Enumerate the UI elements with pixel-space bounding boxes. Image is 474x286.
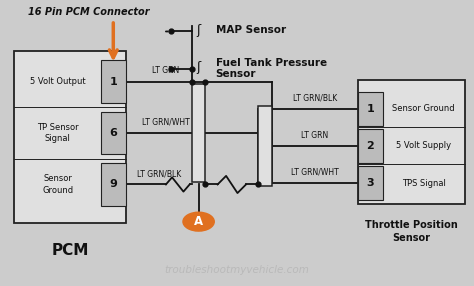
Text: TPS Signal: TPS Signal xyxy=(401,178,446,188)
Text: 9: 9 xyxy=(109,180,117,189)
FancyBboxPatch shape xyxy=(358,166,383,200)
FancyBboxPatch shape xyxy=(358,80,465,204)
Text: 1: 1 xyxy=(109,77,117,86)
Text: LT GRN/WHT: LT GRN/WHT xyxy=(291,168,338,177)
Text: PCM: PCM xyxy=(51,243,89,258)
Text: Fuel Tank Pressure
Sensor: Fuel Tank Pressure Sensor xyxy=(216,58,327,80)
Text: troubleshootmyvehicle.com: troubleshootmyvehicle.com xyxy=(164,265,310,275)
FancyBboxPatch shape xyxy=(192,84,205,182)
Text: TP Sensor
Signal: TP Sensor Signal xyxy=(37,123,78,143)
FancyBboxPatch shape xyxy=(358,129,383,163)
Text: Throttle Position
Sensor: Throttle Position Sensor xyxy=(365,220,457,243)
Text: 2: 2 xyxy=(366,141,374,151)
FancyBboxPatch shape xyxy=(101,163,126,206)
FancyBboxPatch shape xyxy=(101,112,126,154)
Text: LT GRN/BLK: LT GRN/BLK xyxy=(292,94,337,102)
Text: 3: 3 xyxy=(366,178,374,188)
Circle shape xyxy=(183,212,214,231)
Text: LT GRN/BLK: LT GRN/BLK xyxy=(137,169,181,178)
Text: LT GRN: LT GRN xyxy=(152,66,179,75)
Text: LT GRN: LT GRN xyxy=(301,131,328,140)
FancyBboxPatch shape xyxy=(358,92,383,126)
Text: ʃ: ʃ xyxy=(197,23,201,37)
Text: Sensor
Ground: Sensor Ground xyxy=(42,174,73,194)
Text: 6: 6 xyxy=(109,128,117,138)
FancyBboxPatch shape xyxy=(14,51,126,223)
FancyBboxPatch shape xyxy=(258,106,272,186)
Text: LT GRN/WHT: LT GRN/WHT xyxy=(142,118,189,127)
Text: MAP Sensor: MAP Sensor xyxy=(216,25,286,35)
Text: 5 Volt Supply: 5 Volt Supply xyxy=(396,141,451,150)
Text: Sensor Ground: Sensor Ground xyxy=(392,104,455,113)
Text: A: A xyxy=(194,215,203,228)
Text: 16 Pin PCM Connector: 16 Pin PCM Connector xyxy=(28,7,150,17)
Text: ʃ: ʃ xyxy=(197,61,201,74)
Text: 1: 1 xyxy=(366,104,374,114)
Text: 5 Volt Output: 5 Volt Output xyxy=(30,77,85,86)
FancyBboxPatch shape xyxy=(101,60,126,103)
